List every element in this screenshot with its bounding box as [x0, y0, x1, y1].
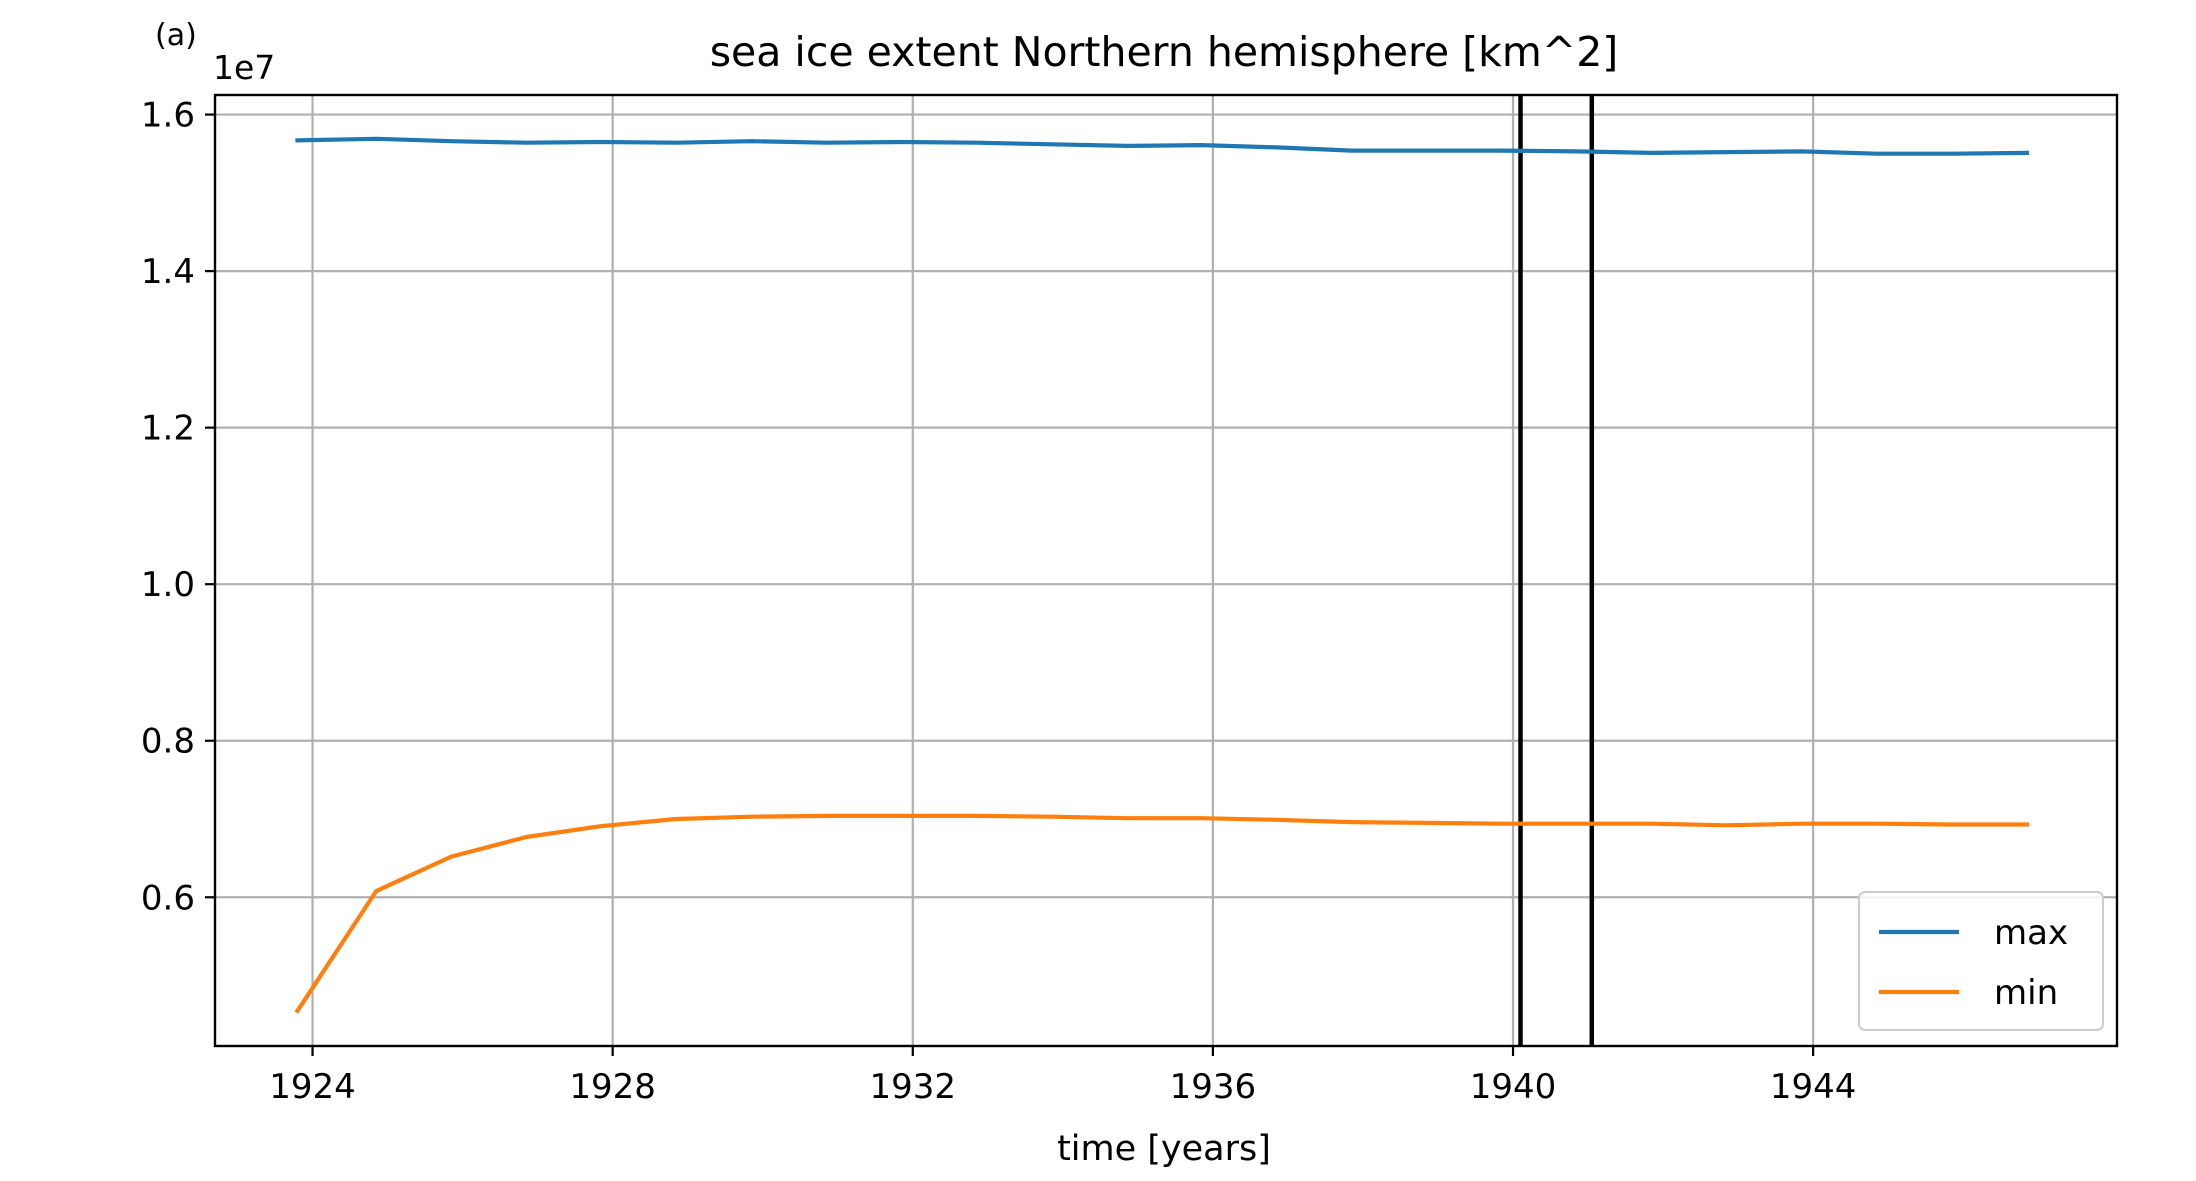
legend-box — [1858, 891, 2104, 1031]
x-tick-label: 1944 — [1770, 1067, 1857, 1107]
y-tick-label: 1.2 — [141, 409, 195, 449]
series-line-max — [295, 136, 2030, 156]
grid — [215, 95, 2117, 1046]
y-axis: 0.6 0.8 1.0 1.2 1.4 1.6 — [141, 96, 215, 918]
x-tick-label: 1940 — [1470, 1067, 1557, 1107]
y-offset-label: 1e7 — [213, 48, 275, 87]
x-tick-label: 1936 — [1170, 1067, 1257, 1107]
y-tick-label: 0.8 — [141, 722, 195, 762]
y-tick-label: 1.6 — [141, 96, 195, 136]
reference-lines — [1518, 95, 1595, 1046]
y-tick-label: 1.0 — [141, 565, 195, 605]
panel-label: (a) — [155, 18, 197, 53]
x-tick-label: 1928 — [569, 1067, 656, 1107]
x-tick-label: 1932 — [870, 1067, 957, 1107]
series-layer — [294, 136, 2030, 1014]
x-axis: 1924 1928 1932 1936 1940 1944 — [269, 1046, 1856, 1107]
y-tick-label: 1.4 — [141, 252, 195, 292]
chart-title: sea ice extent Northern hemisphere [km^2… — [710, 28, 1619, 76]
x-axis-label: time [years] — [1057, 1129, 1271, 1169]
y-tick-label: 0.6 — [141, 878, 195, 918]
legend-label-min: min — [1994, 973, 2058, 1013]
legend: max min — [1858, 891, 2104, 1031]
x-tick-label: 1924 — [269, 1067, 356, 1107]
legend-label-max: max — [1994, 913, 2068, 953]
series-line-min — [294, 813, 2030, 1014]
plot-frame — [213, 93, 2119, 1048]
